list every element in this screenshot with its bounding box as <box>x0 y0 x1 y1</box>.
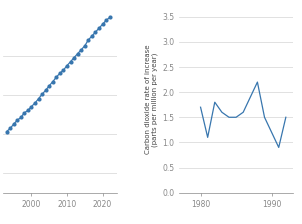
Y-axis label: Carbon dioxide rate of increase
(parts per million per year): Carbon dioxide rate of increase (parts p… <box>145 45 158 154</box>
